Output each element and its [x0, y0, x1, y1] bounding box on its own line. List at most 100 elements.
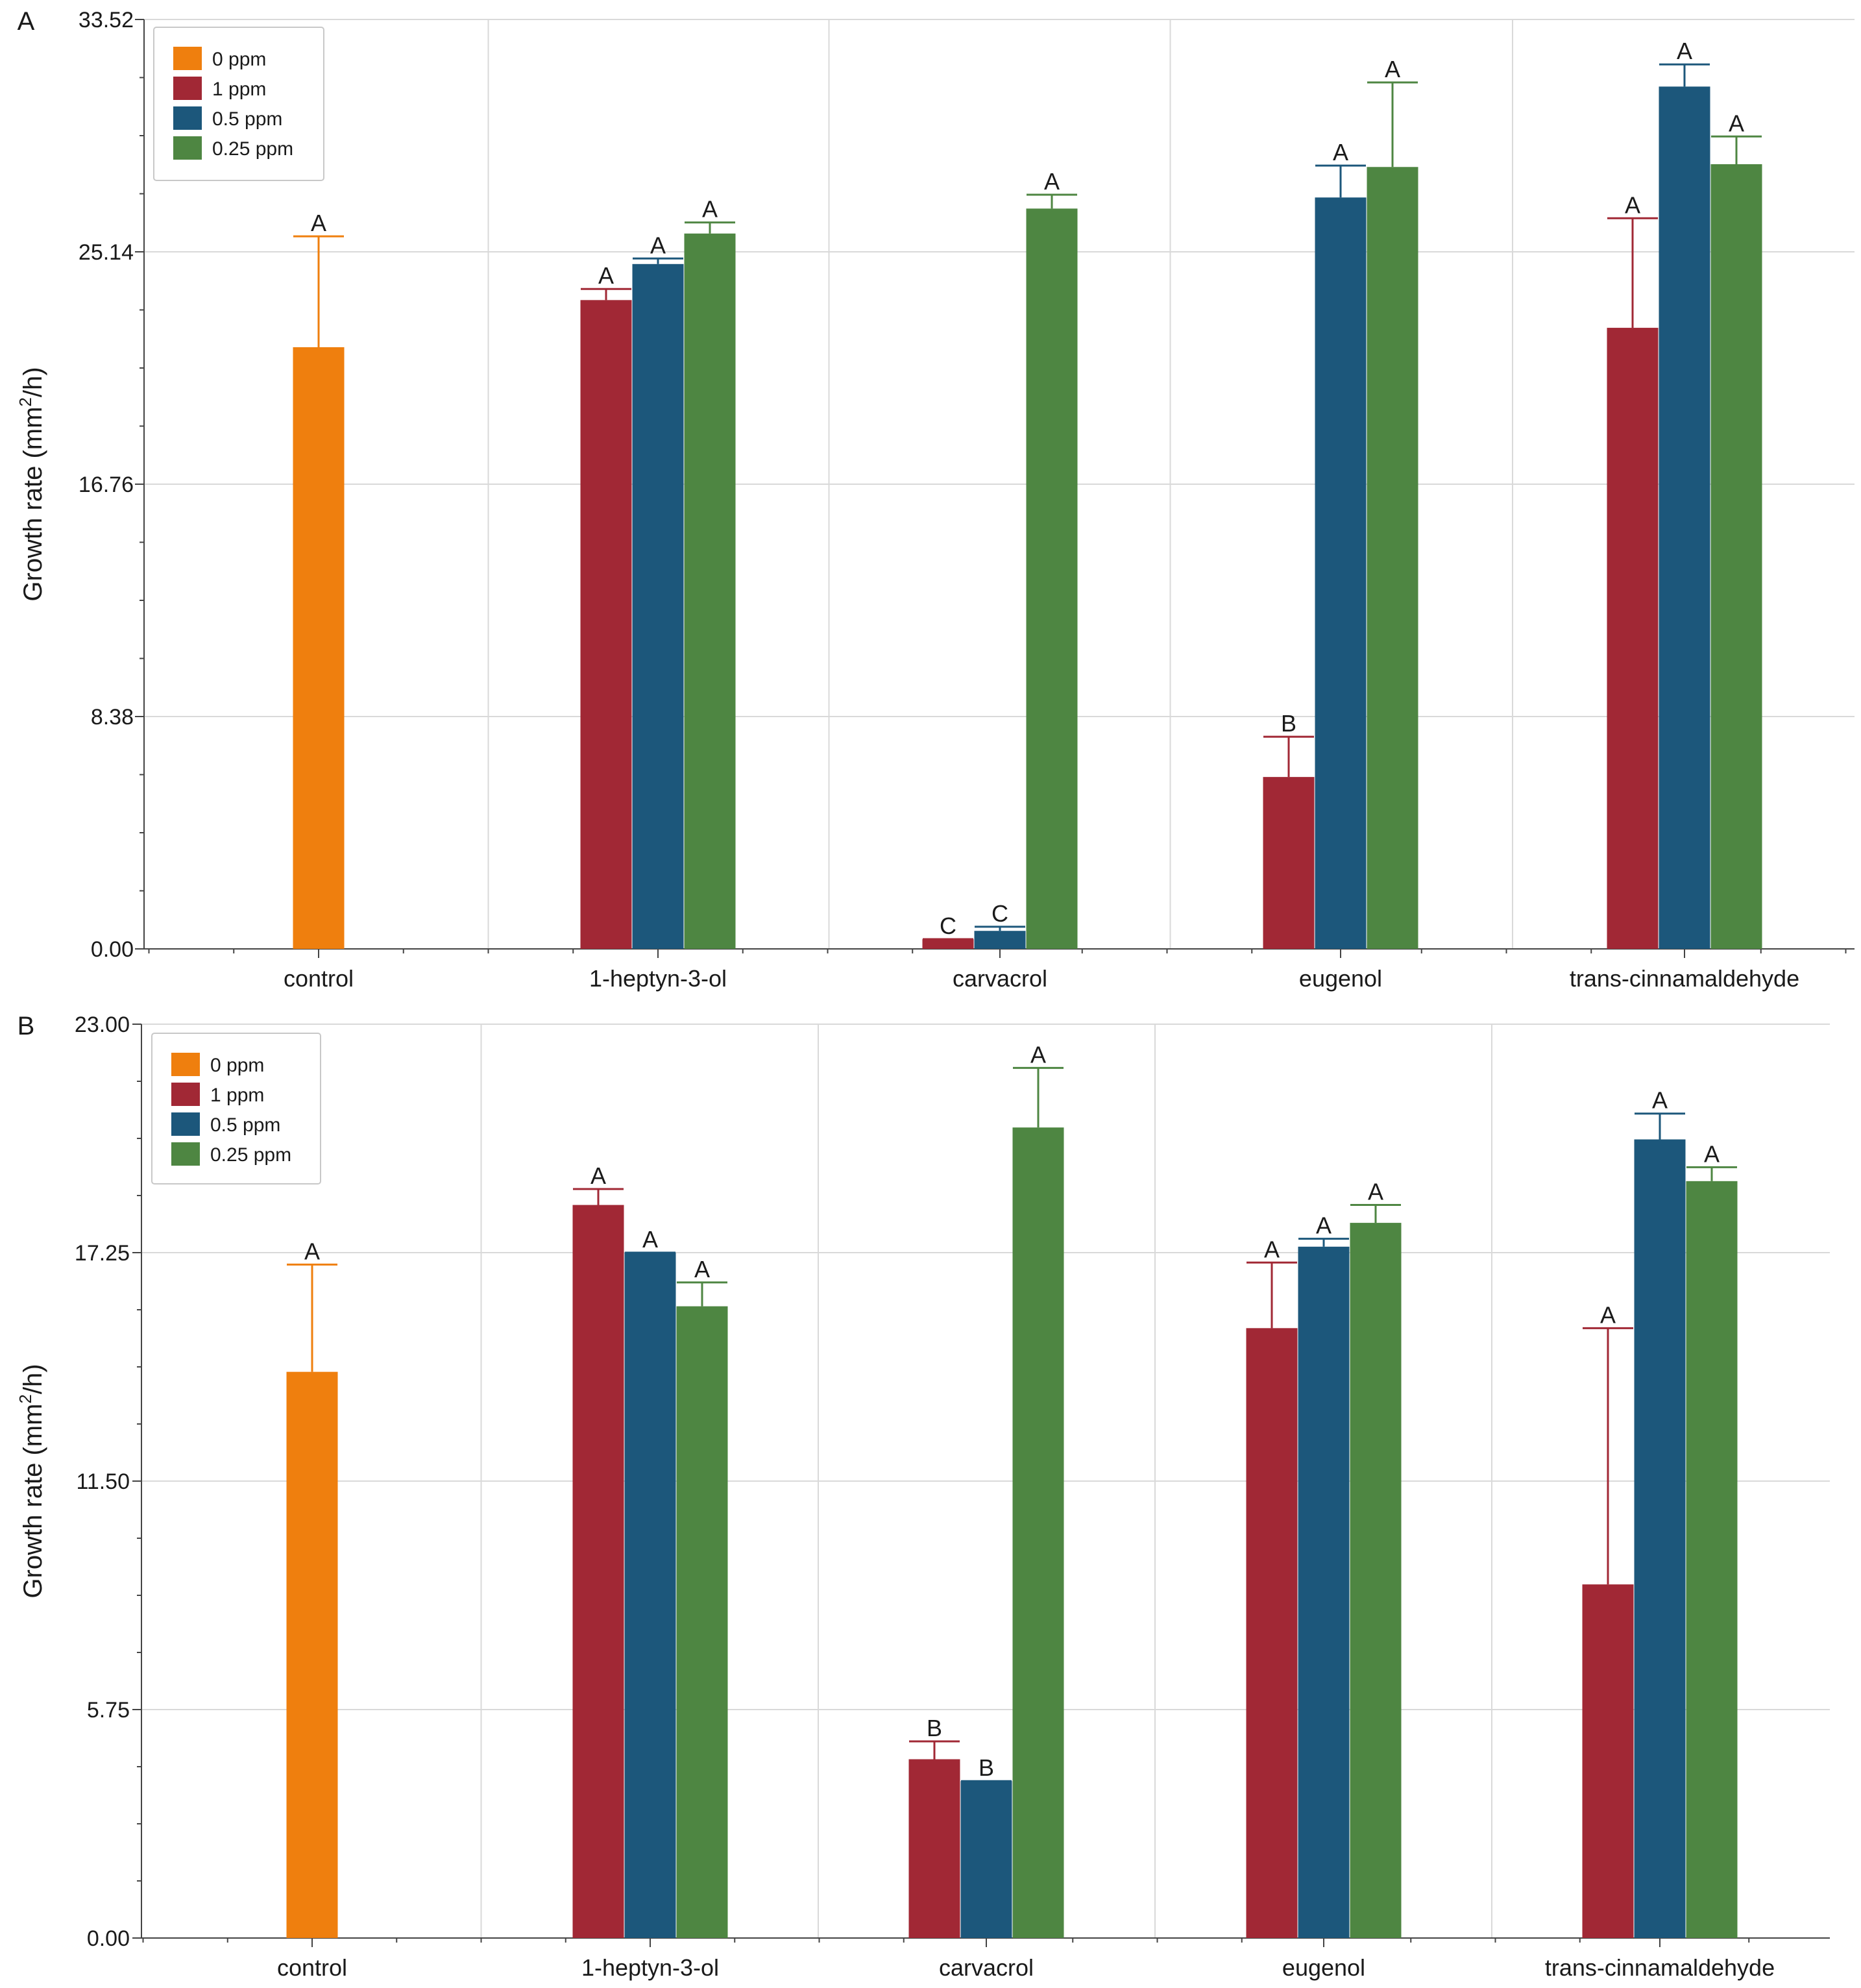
legend-swatch [173, 136, 202, 160]
x-category-label: trans-cinnamaldehyde [1570, 965, 1799, 992]
legend-label: 0.25 ppm [212, 138, 293, 160]
significance-label: A [590, 1162, 606, 1189]
bar [1686, 1181, 1738, 1938]
bar [1710, 164, 1762, 949]
bar [684, 233, 736, 949]
significance-label: A [1729, 110, 1744, 136]
y-tick-label: 5.75 [87, 1698, 130, 1723]
x-category-label: carvacrol [939, 1954, 1034, 1981]
significance-label: A [598, 262, 614, 289]
significance-label: C [940, 913, 956, 939]
legend-label: 0.5 ppm [212, 108, 282, 130]
y-axis-title: Growth rate (mm2/h) [16, 1364, 47, 1598]
bar [1298, 1246, 1350, 1938]
y-axis-title: Growth rate (mm2/h) [16, 367, 47, 601]
legend-label: 1 ppm [212, 79, 266, 100]
bar [1012, 1127, 1064, 1938]
y-axis-title-end: /h) [19, 1364, 47, 1394]
bar [1659, 86, 1710, 949]
significance-label: A [1625, 191, 1640, 218]
y-axis-title-main: Growth rate (mm [19, 407, 47, 602]
bar [1026, 208, 1078, 950]
y-tick-label: 0.00 [87, 1926, 130, 1951]
y-tick-label: 0.00 [91, 937, 134, 962]
significance-label: A [1652, 1087, 1668, 1114]
significance-label: A [311, 210, 326, 236]
bar [1263, 777, 1315, 949]
significance-label: B [1281, 710, 1296, 737]
y-axis-title-main: Growth rate (mm [19, 1404, 47, 1599]
significance-label: B [927, 1715, 942, 1741]
bar [676, 1306, 728, 1938]
bar [908, 1759, 960, 1938]
legend-swatch [173, 47, 202, 70]
significance-label: A [1316, 1212, 1332, 1239]
significance-label: A [1600, 1301, 1616, 1328]
significance-label: A [1264, 1236, 1280, 1262]
bar [922, 939, 974, 949]
y-tick-label: 25.14 [79, 240, 134, 265]
x-category-label: trans-cinnamaldehyde [1545, 1954, 1775, 1981]
significance-label: A [1677, 38, 1692, 64]
bar [974, 931, 1026, 949]
x-category-label: control [277, 1954, 347, 1981]
bar [1350, 1223, 1402, 1938]
x-category-label: carvacrol [953, 965, 1047, 992]
legend-swatch [171, 1053, 200, 1076]
legend: 0 ppm 1 ppm 0.5 ppm 0.25 ppm [151, 1033, 321, 1184]
x-category-label: eugenol [1299, 965, 1382, 992]
panel-letter: B [18, 1012, 35, 1040]
bar [293, 347, 345, 949]
y-tick-label: 23.00 [75, 1012, 130, 1037]
significance-label: A [650, 232, 666, 258]
legend: 0 ppm 1 ppm 0.5 ppm 0.25 ppm [153, 27, 324, 181]
significance-label: A [1385, 56, 1400, 82]
bar [1246, 1328, 1298, 1938]
x-category-label: 1-heptyn-3-ol [589, 965, 727, 992]
bar [1315, 197, 1367, 949]
legend-swatch [173, 106, 202, 130]
significance-label: B [979, 1754, 994, 1781]
bar [1582, 1584, 1634, 1938]
significance-label: A [1704, 1140, 1720, 1167]
legend-label: 0.5 ppm [210, 1114, 280, 1136]
bar [632, 264, 684, 950]
significance-label: A [304, 1238, 320, 1264]
bar [1607, 328, 1659, 949]
significance-label: A [1044, 168, 1060, 195]
significance-label: A [1333, 139, 1348, 166]
legend-swatch [171, 1142, 200, 1166]
legend-swatch [171, 1112, 200, 1136]
y-tick-label: 33.52 [79, 8, 134, 32]
bar [624, 1253, 676, 1938]
significance-label: C [991, 900, 1008, 927]
bar [1634, 1139, 1686, 1938]
bar [580, 300, 632, 950]
significance-label: A [694, 1256, 710, 1282]
panel-B: B 0.00 5.75 11.50 17.25 23.00 control 1-heptyn-… [16, 1012, 1830, 1981]
bar [572, 1205, 624, 1938]
legend-label: 0.25 ppm [210, 1144, 291, 1166]
panel-A: A 0.00 8.38 16.76 25.14 33.52 control 1-heptyn-… [16, 7, 1855, 992]
significance-label: A [702, 196, 718, 223]
y-tick-label: 16.76 [79, 472, 134, 497]
y-tick-label: 11.50 [76, 1469, 130, 1494]
y-axis-title-sup: 2 [16, 1394, 35, 1403]
y-tick-label: 17.25 [75, 1241, 130, 1266]
y-tick-label: 8.38 [91, 705, 134, 730]
legend-label: 0 ppm [210, 1055, 264, 1076]
panel-letter: A [18, 7, 35, 36]
bar [960, 1781, 1012, 1938]
x-category-label: control [284, 965, 354, 992]
legend-swatch [173, 77, 202, 100]
significance-label: A [1030, 1041, 1046, 1068]
legend-swatch [171, 1083, 200, 1106]
y-axis-title-end: /h) [19, 367, 47, 397]
y-axis-title-sup: 2 [16, 397, 35, 406]
x-category-label: 1-heptyn-3-ol [581, 1954, 719, 1981]
significance-label: A [1368, 1179, 1383, 1205]
legend-label: 0 ppm [212, 49, 266, 70]
significance-label: A [642, 1226, 658, 1253]
bar [1367, 167, 1418, 950]
